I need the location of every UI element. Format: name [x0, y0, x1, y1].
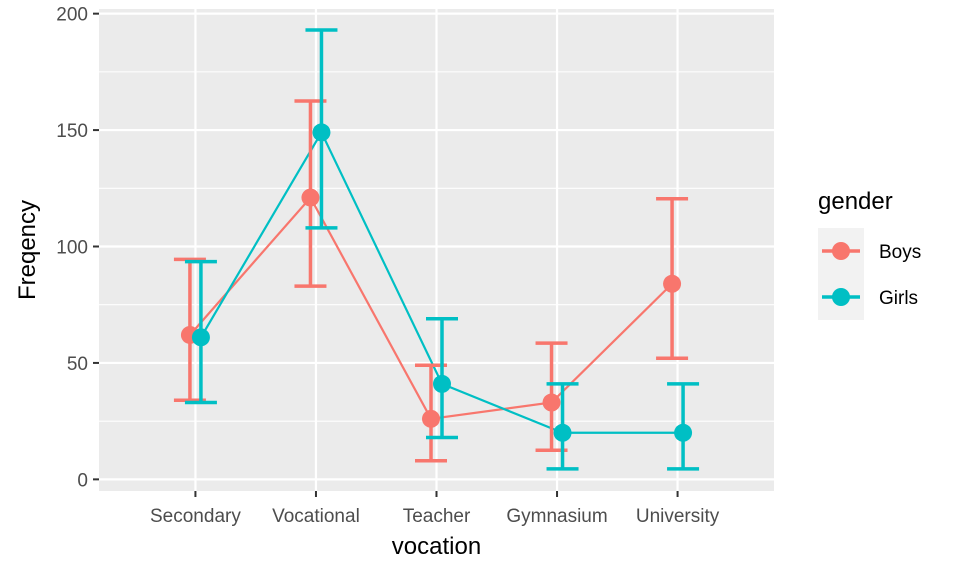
legend-key-point-girls: [832, 288, 850, 306]
data-point-boys: [301, 188, 320, 207]
legend-label-girls: Girls: [879, 288, 918, 309]
x-tick-label: Teacher: [403, 506, 471, 527]
x-tick-label: Gymnasium: [506, 506, 607, 527]
x-tick-label: University: [636, 506, 720, 527]
x-axis-title: vocation: [392, 533, 481, 560]
y-tick-label: 0: [77, 470, 88, 491]
legend-label-boys: Boys: [879, 242, 921, 263]
grid-major: [99, 9, 774, 491]
data-point-girls: [433, 374, 451, 393]
x-axis: Secondary Vocational Teacher Gymnasium Unive…: [150, 491, 720, 527]
series-layer: [173, 28, 700, 471]
data-point-boys: [663, 274, 682, 293]
y-axis-title: Freqency: [14, 200, 41, 300]
y-tick-label: 50: [67, 354, 88, 375]
legend-title: gender: [818, 188, 893, 215]
data-point-boys: [422, 409, 440, 428]
legend: gender Boys Girls: [818, 188, 921, 320]
y-tick-label: 150: [56, 121, 88, 142]
data-point-girls: [674, 423, 693, 442]
legend-key-point-boys: [832, 242, 850, 260]
y-axis: 0 50 100 150 200: [56, 5, 99, 491]
legend-keys: [822, 242, 860, 306]
data-point-girls: [553, 423, 572, 442]
data-point-girls: [312, 123, 331, 142]
y-tick-label: 200: [56, 5, 88, 26]
x-tick-label: Secondary: [150, 506, 241, 527]
y-tick-label: 100: [56, 238, 88, 259]
data-point-girls: [191, 328, 210, 347]
x-tick-label: Vocational: [272, 506, 360, 527]
data-point-boys: [542, 393, 561, 412]
